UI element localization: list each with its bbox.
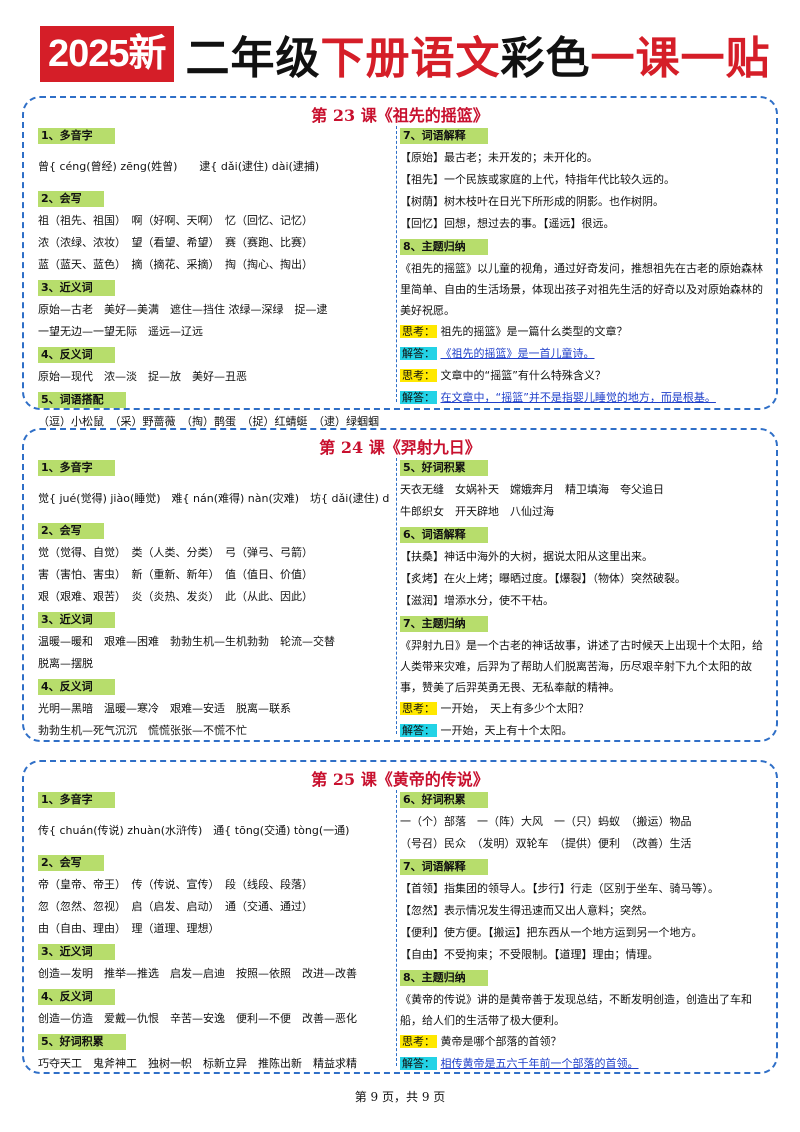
question-label: 思考： [400, 369, 437, 382]
section-heading: 2、会写 [38, 855, 104, 871]
antonym-line: 创造—仿造 爱戴—仇恨 辛苦—安逸 便利—不便 改善—恶化 [38, 1012, 357, 1025]
write-line: 害（害怕、害虫） 新（重新、新年） 值（值日、价值） [38, 568, 313, 581]
antonym-line: 光明—黑暗 温暖—寒冷 艰难—安适 脱离—联系 [38, 702, 291, 715]
right-column: 7、词语解释 【原始】最古老；未开发的；未开化的。 【祖先】一个民族或家庭的上代… [400, 124, 770, 409]
definition-line: 【忽然】表示情况发生得迅速而又出人意料；突然。 [400, 904, 653, 917]
definition-line: 【祖先】一个民族或家庭的上代，特指年代比较久远的。 [400, 173, 675, 186]
collocation-line: （逗）小松鼠 （采）野蔷薇 （掏）鹊蛋 （捉）红蜻蜓 （逮）绿蝈蝈 [38, 415, 379, 428]
definition-line: 【原始】最古老；未开发的；未开化的。 [400, 151, 598, 164]
left-column: 1、多音字 觉{ jué(觉得) jiào(睡觉) 难{ nán(难得) nàn… [38, 456, 390, 742]
page-footer: 第 9 页，共 9 页 [354, 1090, 446, 1104]
column-divider [396, 458, 397, 734]
antonym-line: 勃勃生机—死气沉沉 慌慌张张—不慌不忙 [38, 724, 247, 737]
section-heading: 4、反义词 [38, 347, 115, 363]
synonym-line: 一望无边—一望无际 遥远—辽远 [38, 325, 203, 338]
section-heading: 7、词语解释 [400, 859, 488, 875]
section-heading: 3、近义词 [38, 612, 115, 628]
lesson-title: 第 25 课《黄帝的传说》 [311, 770, 489, 789]
collocation-line: 一（个）部落 一（阵）大风 一（只）蚂蚁 （搬运）物品 [400, 815, 692, 828]
question-label: 思考： [400, 325, 437, 338]
write-line: 忽（忽然、忽视） 启（启发、启动） 通（交通、通过） [38, 900, 313, 913]
write-line: 帝（皇帝、帝王） 传（传说、宣传） 段（线段、段落） [38, 878, 313, 891]
synonym-line: 创造—发明 推举—推选 启发—启迪 按照—依照 改进—改善 [38, 967, 357, 980]
collocation-line: （号召）民众 （发明）双轮车 （提供）便利 （改善）生活 [400, 837, 692, 850]
section-heading: 6、词语解释 [400, 527, 488, 543]
left-column: 1、多音字 传{ chuán(传说) zhuàn(水浒传) 通{ tōng(交通… [38, 788, 390, 1075]
section-heading: 3、近义词 [38, 280, 115, 296]
write-line: 觉（觉得、自觉） 类（人类、分类） 弓（弹弓、弓箭） [38, 546, 313, 559]
polyphone-line: 传{ chuán(传说) zhuàn(水浒传) 通{ tōng(交通) tòng… [38, 824, 350, 837]
polyphone-line: 曾{ céng(曾经) zēng(姓曾) 逮{ dǎi(逮住) dài(逮捕) [38, 160, 320, 173]
left-column: 1、多音字 曾{ céng(曾经) zēng(姓曾) 逮{ dǎi(逮住) dà… [38, 124, 390, 433]
section-heading: 8、主题归纳 [400, 970, 488, 986]
write-line: 由（自由、理由） 理（道理、理想） [38, 922, 220, 935]
section-heading: 1、多音字 [38, 460, 115, 476]
section-heading: 7、主题归纳 [400, 616, 488, 632]
section-heading: 4、反义词 [38, 679, 115, 695]
column-divider [396, 790, 397, 1066]
write-line: 浓（浓绿、浓妆） 望（看望、希望） 赛（赛跑、比赛） [38, 236, 313, 249]
lesson-23-card: 第 23 课《祖先的摇篮》 1、多音字 曾{ céng(曾经) zēng(姓曾)… [22, 96, 778, 428]
question-line: 思考： 黄帝是哪个部落的首领？ [400, 1035, 562, 1048]
theme-paragraph: 《羿射九日》是一个古老的神话故事，讲述了古时候天上出现十个太阳，给人类带来灾难，… [400, 639, 763, 694]
write-line: 蓝（蓝天、蓝色） 摘（摘花、采摘） 掏（掏心、掏出） [38, 258, 313, 271]
section-heading: 4、反义词 [38, 989, 115, 1005]
section-heading: 8、主题归纳 [400, 239, 488, 255]
antonym-line: 原始—现代 浓—淡 捉—放 美好—丑恶 [38, 370, 247, 383]
question-label: 思考： [400, 1035, 437, 1048]
write-line: 艰（艰难、艰苦） 炎（炎热、发炎） 此（从此、因此） [38, 590, 313, 603]
synonym-line: 脱离—摆脱 [38, 657, 93, 670]
definition-line: 【回忆】回想，想过去的事。【遥远】很远。 [400, 217, 615, 230]
section-heading: 7、词语解释 [400, 128, 488, 144]
answer-label: 解答： [400, 391, 437, 404]
column-divider [396, 126, 397, 402]
answer-label: 解答： [400, 724, 437, 737]
question-line: 思考： 一开始， 天上有多少个太阳？ [400, 702, 589, 715]
section-heading: 2、会写 [38, 191, 104, 207]
definition-line: 【扶桑】神话中海外的大树，据说太阳从这里出来。 [400, 550, 653, 563]
page-title: 二年级下册语文彩色一课一贴 [185, 33, 771, 84]
lesson-title: 第 23 课《祖先的摇篮》 [311, 106, 489, 125]
definition-line: 【滋润】增添水分，使不干枯。 [400, 594, 554, 607]
definition-line: 【炙烤】在火上烤；曝晒过度。【爆裂】（物体）突然破裂。 [400, 572, 686, 585]
lesson-title: 第 24 课《羿射九日》 [319, 438, 481, 457]
answer-line: 解答： 在文章中，“摇篮”并不是指婴儿睡觉的地方，而是根基。 [400, 391, 716, 404]
page-header: 2025新 二年级下册语文彩色一课一贴 [40, 24, 771, 84]
question-line: 思考： 祖先的摇篮》是一篇什么类型的文章？ [400, 325, 628, 338]
question-label: 思考： [400, 702, 437, 715]
answer-label: 解答： [400, 347, 437, 360]
section-heading: 3、近义词 [38, 944, 115, 960]
good-words-line: 巧夺天工 鬼斧神工 独树一帜 标新立异 推陈出新 精益求精 [38, 1057, 357, 1070]
lesson-25-card: 第 25 课《黄帝的传说》 1、多音字 传{ chuán(传说) zhuàn(水… [22, 760, 778, 1074]
section-heading: 2、会写 [38, 523, 104, 539]
right-column: 6、好词积累 一（个）部落 一（阵）大风 一（只）蚂蚁 （搬运）物品 （号召）民… [400, 788, 770, 1075]
lesson-24-card: 第 24 课《羿射九日》 1、多音字 觉{ jué(觉得) jiào(睡觉) 难… [22, 428, 778, 742]
section-heading: 6、好词积累 [400, 792, 488, 808]
theme-paragraph: 《黄帝的传说》讲的是黄帝善于发现总结，不断发明创造，创造出了车和船，给人们的生活… [400, 993, 752, 1027]
answer-line: 解答： 一开始，天上有十个太阳。 [400, 724, 573, 737]
definition-line: 【自由】不受拘束；不受限制。【道理】理由；情理。 [400, 948, 659, 961]
write-line: 祖（祖先、祖国） 啊（好啊、天啊） 忆（回忆、记忆） [38, 214, 313, 227]
definition-line: 【便利】使方便。【搬运】把东西从一个地方运到另一个地方。 [400, 926, 703, 939]
good-words-line: 牛郎织女 开天辟地 八仙过海 [400, 505, 554, 518]
answer-line: 解答： 相传黄帝是五六千年前一个部落的首领。 [400, 1057, 639, 1070]
answer-line: 解答： 《祖先的摇篮》是一首儿童诗。 [400, 347, 595, 360]
synonym-line: 原始—古老 美好—美满 遮住—挡住 浓绿—深绿 捉—逮 [38, 303, 328, 316]
section-heading: 5、好词积累 [400, 460, 488, 476]
good-words-line: 天衣无缝 女娲补天 嫦娥奔月 精卫填海 夸父追日 [400, 483, 664, 496]
question-line: 思考： 文章中的“摇篮”有什么特殊含义？ [400, 369, 606, 382]
theme-paragraph: 《祖先的摇篮》以儿童的视角，通过好奇发问，推想祖先在古老的原始森林里简单、自由的… [400, 262, 763, 317]
definition-line: 【树荫】树木枝叶在日光下所形成的阴影。也作树阴。 [400, 195, 664, 208]
synonym-line: 温暖—暖和 艰难—困难 勃勃生机—生机勃勃 轮流—交替 [38, 635, 335, 648]
section-heading: 5、好词积累 [38, 1034, 126, 1050]
answer-label: 解答： [400, 1057, 437, 1070]
definition-line: 【首领】指集团的领导人。【步行】行走（区别于坐车、骑马等）。 [400, 882, 719, 895]
right-column: 5、好词积累 天衣无缝 女娲补天 嫦娥奔月 精卫填海 夸父追日 牛郎织女 开天辟… [400, 456, 770, 742]
section-heading: 5、词语搭配 [38, 392, 126, 408]
section-heading: 1、多音字 [38, 128, 115, 144]
polyphone-line: 觉{ jué(觉得) jiào(睡觉) 难{ nán(难得) nàn(灾难) 坊… [38, 492, 390, 505]
year-badge: 2025新 [40, 26, 174, 82]
section-heading: 1、多音字 [38, 792, 115, 808]
